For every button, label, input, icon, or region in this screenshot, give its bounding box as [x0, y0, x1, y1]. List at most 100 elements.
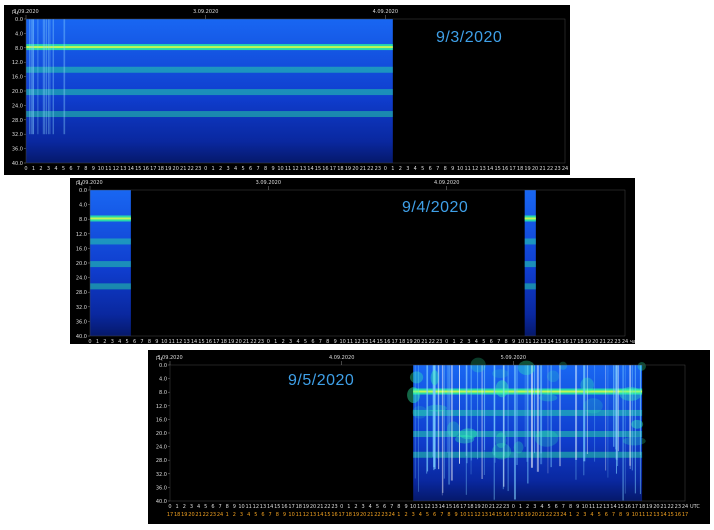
- x-tick-label: 9: [334, 339, 337, 344]
- x-tick-label: 17: [288, 504, 294, 510]
- noise-streak: [629, 365, 632, 466]
- x-tick-label: 1: [176, 504, 179, 510]
- x-tick-label: 9: [271, 166, 274, 172]
- plot-frame: [25, 18, 566, 164]
- y-tick-label: 4.0: [15, 31, 23, 37]
- noise-blob: [430, 370, 439, 386]
- noise-streak: [613, 365, 615, 447]
- y-tick-label: 4.0: [79, 203, 87, 209]
- y-tick-label: 24.0: [12, 103, 23, 109]
- x-tick-label: 11: [464, 166, 470, 172]
- x-tick-label-local: 17: [338, 512, 344, 518]
- x-tick-label: 16: [281, 504, 287, 510]
- x-tick-label: 8: [444, 166, 447, 172]
- y-tick-label: 4.0: [159, 377, 167, 383]
- noise-streak: [559, 365, 561, 467]
- x-tick-label: 23: [258, 339, 264, 344]
- x-tick-label-local: 24: [217, 512, 223, 518]
- resonance-band: [90, 261, 131, 268]
- noise-streak: [448, 365, 450, 485]
- x-tick-label-local: 12: [303, 512, 309, 518]
- x-tick-label: 2: [103, 339, 106, 344]
- noise-streak: [52, 19, 54, 135]
- noise-blob: [547, 370, 560, 383]
- y-tick-label: 12.0: [12, 60, 23, 66]
- x-tick-label-local: 21: [367, 512, 373, 518]
- x-tick-label: 4: [540, 504, 543, 510]
- x-tick-label-local: 24: [389, 512, 395, 518]
- x-tick-label-local: 1: [569, 512, 572, 518]
- y-tick-label: 40.0: [156, 499, 167, 505]
- x-tick-label: 17: [570, 339, 576, 344]
- x-tick-label: 15: [555, 339, 561, 344]
- y-tick-label: 24.0: [156, 445, 167, 451]
- x-tick-label: 10: [582, 504, 588, 510]
- x-tick-label: 19: [303, 504, 309, 510]
- noise-streak: [493, 365, 495, 500]
- noise-streak: [516, 365, 518, 465]
- noise-streak: [437, 365, 439, 459]
- noise-streak: [30, 19, 32, 135]
- resonance-band: [26, 66, 393, 73]
- x-tick-label-local: 8: [619, 512, 622, 518]
- noise-streak: [52, 19, 54, 135]
- x-tick-label: 24: [682, 504, 688, 510]
- x-tick-label-local: 17: [167, 512, 173, 518]
- date-label-1: 9/3/2020: [436, 29, 503, 46]
- x-tick-label: 2: [460, 339, 463, 344]
- x-tick-label: 11: [285, 166, 291, 172]
- x-tick-label: 13: [431, 504, 437, 510]
- x-tick-label: 0: [24, 166, 27, 172]
- x-tick-label: 9: [155, 339, 158, 344]
- x-tick-label: 9: [451, 166, 454, 172]
- x-tick-label: 22: [367, 166, 373, 172]
- noise-streak: [540, 365, 542, 454]
- x-tick-label-local: 14: [489, 512, 495, 518]
- noise-streak: [414, 365, 416, 479]
- x-tick-label-local: 3: [240, 512, 243, 518]
- noise-blob: [622, 436, 646, 446]
- x-tick-label: 1: [453, 339, 456, 344]
- resonance-band: [26, 89, 393, 96]
- x-tick-label: 8: [326, 339, 329, 344]
- noise-streak: [458, 365, 460, 464]
- x-tick-label: 0: [512, 504, 515, 510]
- x-tick-label: 15: [494, 166, 500, 172]
- x-tick-label: 12: [292, 166, 298, 172]
- noise-streak: [550, 365, 552, 468]
- x-tick-label: 15: [315, 166, 321, 172]
- x-tick-label: 19: [474, 504, 480, 510]
- x-tick-label: 18: [337, 166, 343, 172]
- spectrogram-chart-2: Гц0.0 4.0 8.0 12.0 16.0 20.0 24.0 28.0 32.0 36.0 4…: [76, 180, 635, 344]
- x-unit-label: UTC: [690, 504, 700, 510]
- x-tick-label: 12: [533, 339, 539, 344]
- x-tick-label: 18: [221, 339, 227, 344]
- x-tick-label-local: 24: [560, 512, 566, 518]
- x-unit-label: час: [630, 339, 635, 344]
- noise-streak: [575, 365, 577, 480]
- y-unit-label: Гц: [156, 356, 163, 362]
- x-tick-label: 13: [183, 339, 189, 344]
- x-tick-label: 19: [345, 166, 351, 172]
- noise-streak: [484, 365, 486, 451]
- noise-streak: [586, 365, 588, 454]
- noise-blob: [580, 377, 594, 393]
- noise-blob: [455, 435, 475, 444]
- x-tick-label: 8: [397, 504, 400, 510]
- noise-streak: [418, 365, 420, 492]
- x-tick-label: 4: [234, 166, 237, 172]
- x-tick-label: 21: [600, 339, 606, 344]
- noise-streak: [594, 365, 596, 462]
- x-tick-label: 20: [352, 166, 358, 172]
- x-tick-label: 0: [267, 339, 270, 344]
- x-tick-label-local: 9: [626, 512, 629, 518]
- x-tick-label: 23: [675, 504, 681, 510]
- resonance-band: [26, 111, 393, 118]
- x-tick-label: 8: [569, 504, 572, 510]
- x-tick-label-local: 15: [496, 512, 502, 518]
- x-tick-label-local: 18: [174, 512, 180, 518]
- noise-streak: [52, 19, 54, 135]
- x-tick-label: 1: [212, 166, 215, 172]
- noise-streak: [466, 365, 468, 464]
- noise-streak: [43, 19, 45, 135]
